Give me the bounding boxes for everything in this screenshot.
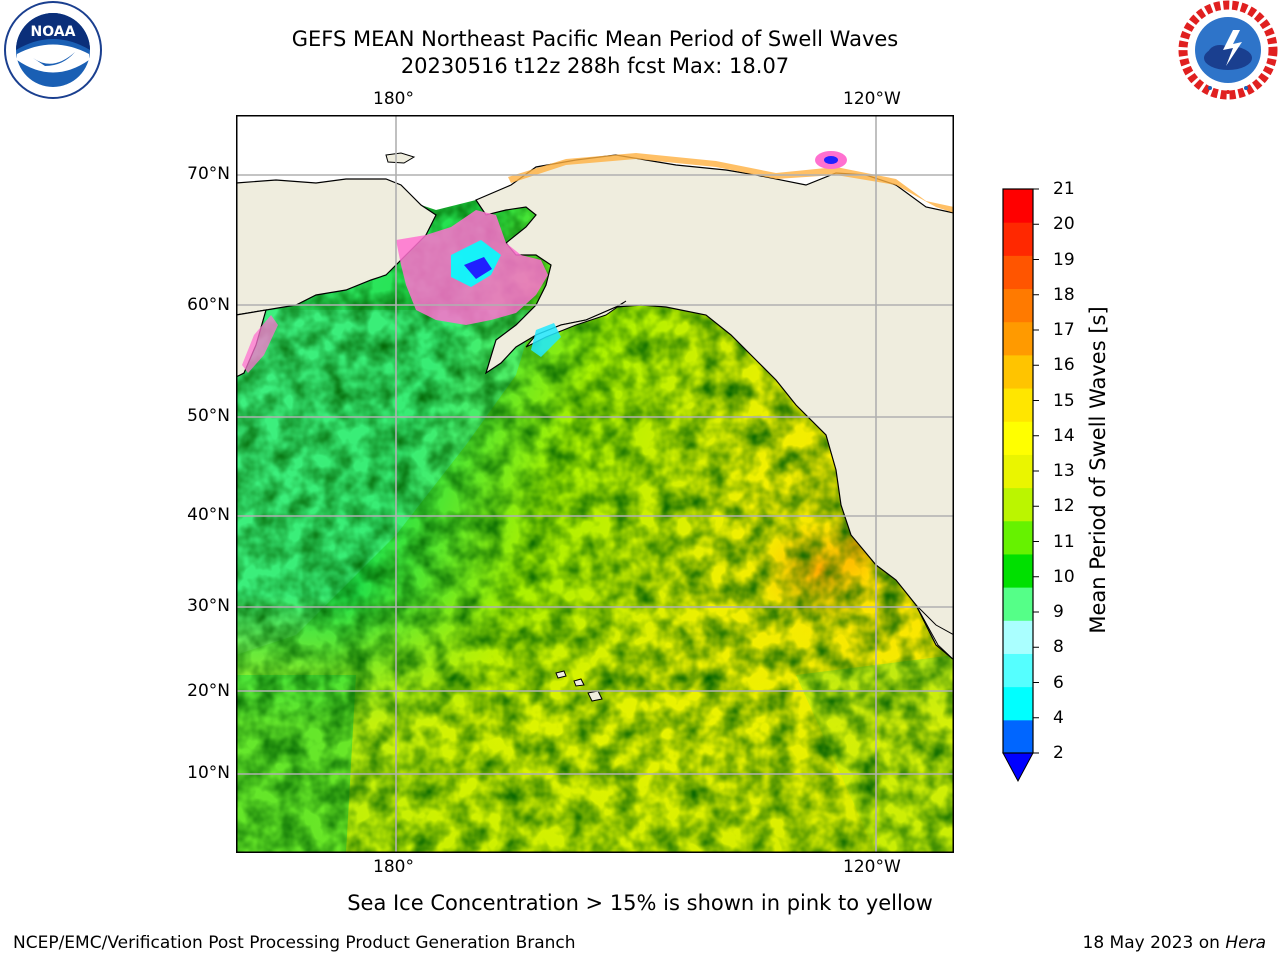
colorbar-tick-label: 18	[1053, 284, 1075, 305]
lat-label-50n: 50°N	[187, 406, 230, 426]
sea-ice-cook-inlet	[531, 323, 561, 357]
colorbar-segment	[1003, 653, 1033, 688]
noaa-logo-text: NOAA	[31, 24, 76, 40]
colorbar-tick-label: 9	[1053, 602, 1064, 622]
colorbar-title: Mean Period of Swell Waves [s]	[1086, 306, 1110, 634]
colorbar-segment	[1003, 421, 1033, 455]
map-subtitle: 20230516 t12z 288h fcst Max: 18.07	[400, 54, 790, 78]
lat-label-20n: 20°N	[187, 681, 230, 701]
map-panel	[235, 115, 955, 853]
colorbar-tick-label: 11	[1053, 531, 1075, 552]
sea-ice-kamchatka	[242, 315, 278, 373]
noaa-logo: NOAA	[3, 0, 103, 104]
lat-label-70n: 70°N	[187, 164, 230, 184]
swell-period-map	[235, 115, 955, 853]
colorbar-tick-label: 14	[1053, 425, 1075, 446]
lon-label-bottom-120w: 120°W	[843, 857, 901, 877]
colorbar	[995, 180, 1045, 794]
colorbar-segment	[1003, 520, 1033, 555]
colorbar-tick-label: 6	[1053, 672, 1064, 693]
footer-date-text: 18 May 2023 on	[1082, 933, 1226, 953]
colorbar-segment	[1003, 553, 1033, 588]
sea-ice-beaufort-core	[824, 156, 838, 164]
lat-label-30n: 30°N	[187, 596, 230, 616]
colorbar-segment	[1003, 686, 1033, 721]
sea-ice-bering-deep	[464, 257, 492, 279]
footer-credit: NCEP/EMC/Verification Post Processing Pr…	[13, 933, 576, 953]
footer-host: Hera	[1225, 933, 1266, 953]
colorbar-segment	[1003, 321, 1033, 356]
colorbar-tick-label: 12	[1053, 496, 1075, 517]
colorbar-scale	[1002, 188, 1039, 783]
sea-ice-arctic-coast	[508, 153, 954, 213]
colorbar-segment	[1003, 388, 1033, 422]
colorbar-segment	[1003, 719, 1033, 754]
colorbar-tick-label: 20	[1053, 214, 1075, 235]
colorbar-tick-label: 13	[1053, 461, 1075, 481]
colorbar-tick-label: 4	[1053, 707, 1064, 728]
colorbar-segment	[1003, 354, 1033, 389]
colorbar-segment	[1003, 189, 1033, 223]
colorbar-segment	[1003, 255, 1033, 290]
lat-label-40n: 40°N	[187, 505, 230, 525]
lon-label-bottom-180: 180°	[373, 857, 414, 877]
colorbar-segment	[1003, 620, 1033, 654]
land-small-island	[385, 152, 416, 164]
lat-label-60n: 60°N	[187, 295, 230, 315]
colorbar-tick-label: 19	[1053, 249, 1075, 270]
colorbar-tick-label: 15	[1053, 390, 1075, 411]
colorbar-tick-label: 16	[1053, 355, 1075, 376]
graticule	[236, 115, 954, 853]
land-alaska	[475, 154, 955, 662]
colorbar-segment	[1003, 454, 1033, 489]
sea-ice-note: Sea Ice Concentration > 15% is shown in …	[347, 891, 933, 915]
colorbar-tick-label: 10	[1053, 566, 1075, 587]
colorbar-segment	[1003, 487, 1033, 522]
footer-date: 18 May 2023 on Hera	[1083, 933, 1267, 953]
map-title: GEFS MEAN Northeast Pacific Mean Period …	[291, 27, 899, 51]
nws-logo	[1178, 0, 1278, 104]
colorbar-tick-label: 21	[1053, 179, 1075, 199]
colorbar-segment	[1003, 587, 1033, 621]
lon-label-top-180: 180°	[373, 89, 414, 109]
colorbar-tick-label: 17	[1053, 320, 1075, 340]
colorbar-extend-arrow	[1002, 752, 1034, 783]
colorbar-segment	[1003, 288, 1033, 323]
land-arctic	[236, 115, 954, 213]
colorbar-tick-label: 2	[1053, 743, 1064, 763]
colorbar-tick-label: 8	[1053, 637, 1064, 658]
colorbar-segment	[1003, 222, 1033, 256]
lat-label-10n: 10°N	[187, 763, 230, 783]
lon-label-top-120w: 120°W	[843, 89, 901, 109]
